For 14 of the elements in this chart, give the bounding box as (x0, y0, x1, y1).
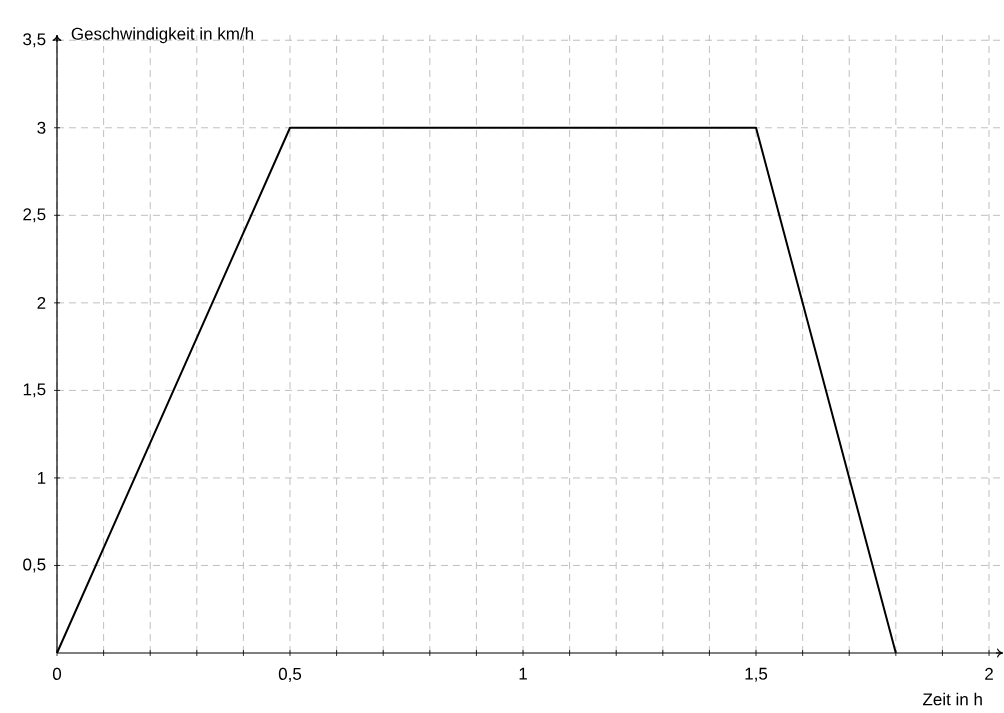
y-tick-label: 1 (37, 472, 46, 484)
y-tick-label: 1,5 (23, 383, 46, 398)
y-tick-label: 3,5 (23, 33, 46, 48)
x-tick-label: 0,5 (278, 667, 302, 682)
y-tick-label: 0,5 (23, 558, 46, 573)
x-axis-title: Zeit in h (923, 692, 982, 706)
y-tick-label: 3 (37, 121, 46, 134)
y-axis-title: Geschwindigkeit in km/h (71, 27, 254, 44)
y-tick-label: 2,5 (23, 208, 46, 223)
x-tick-label: 0 (52, 667, 62, 680)
y-tick-label: 2 (37, 296, 46, 309)
x-tick-label: 1 (519, 667, 527, 680)
x-tick-label: 1,5 (745, 667, 768, 682)
x-tick-label: 2 (985, 667, 993, 680)
